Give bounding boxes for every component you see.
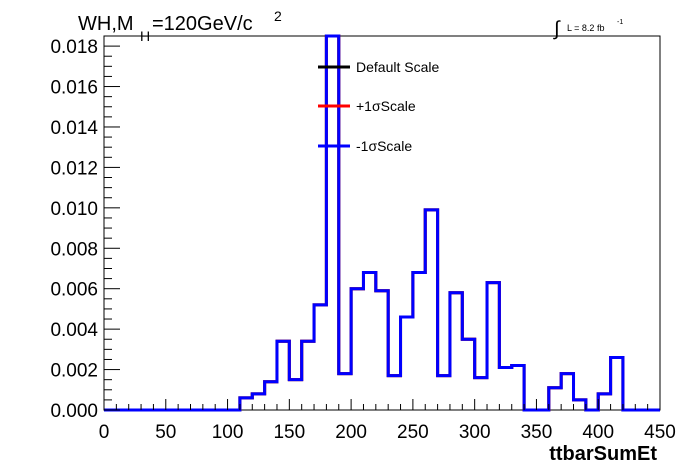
y-axis-ticks (104, 35, 120, 411)
y-tick-label: 0.010 (50, 199, 98, 220)
chart-title-main: WH,M (78, 13, 134, 35)
x-tick-label: 250 (397, 422, 429, 443)
legend: Default Scale +1σScale -1σScale (318, 59, 439, 154)
legend-label-default: Default Scale (356, 59, 439, 75)
y-tick-label: 0.018 (50, 37, 98, 58)
lumi-label: L = 8.2 fb (567, 23, 604, 33)
x-tick-label: 450 (644, 422, 676, 443)
y-tick-label: 0.014 (50, 118, 98, 139)
x-tick-label: 300 (459, 422, 491, 443)
series-line-1 (104, 34, 660, 412)
chart-title-superscript: 2 (274, 8, 282, 24)
legend-label-minus1sigma: -1σScale (356, 138, 412, 154)
y-tick-label: 0.006 (50, 280, 98, 301)
x-axis-ticks (103, 399, 661, 410)
x-tick-label: 100 (212, 422, 244, 443)
x-tick-label: 200 (335, 422, 367, 443)
y-tick-label: 0.000 (50, 401, 98, 422)
x-tick-label: 50 (155, 422, 176, 443)
y-tick-label: 0.012 (50, 158, 98, 179)
chart-title-subscript: H (140, 28, 150, 44)
y-tick-label: 0.002 (50, 361, 98, 382)
y-tick-label: 0.004 (50, 320, 98, 341)
x-axis-title: ttbarSumEt (549, 443, 657, 465)
legend-label-plus1sigma: +1σScale (356, 98, 416, 114)
chart-title-value: =120GeV/c (152, 13, 253, 35)
plot-frame (103, 35, 661, 411)
y-axis-tick-labels: 0.000 0.002 0.004 0.006 0.008 0.010 0.012 0.014… (50, 37, 98, 422)
x-axis-tick-labels: 0 50 100 150 200 250 300 350 400 450 (99, 422, 676, 443)
lumi-superscript: -1 (617, 19, 623, 26)
x-tick-label: 150 (273, 422, 305, 443)
series-line-0 (104, 34, 660, 412)
histogram-curves (104, 34, 660, 412)
lumi-integral-symbol: ∫ (553, 18, 561, 40)
x-tick-label: 0 (99, 422, 110, 443)
series-line-2 (104, 34, 660, 412)
x-tick-label: 400 (582, 422, 614, 443)
x-tick-label: 350 (521, 422, 553, 443)
y-tick-label: 0.008 (50, 239, 98, 260)
y-tick-label: 0.016 (50, 78, 98, 99)
